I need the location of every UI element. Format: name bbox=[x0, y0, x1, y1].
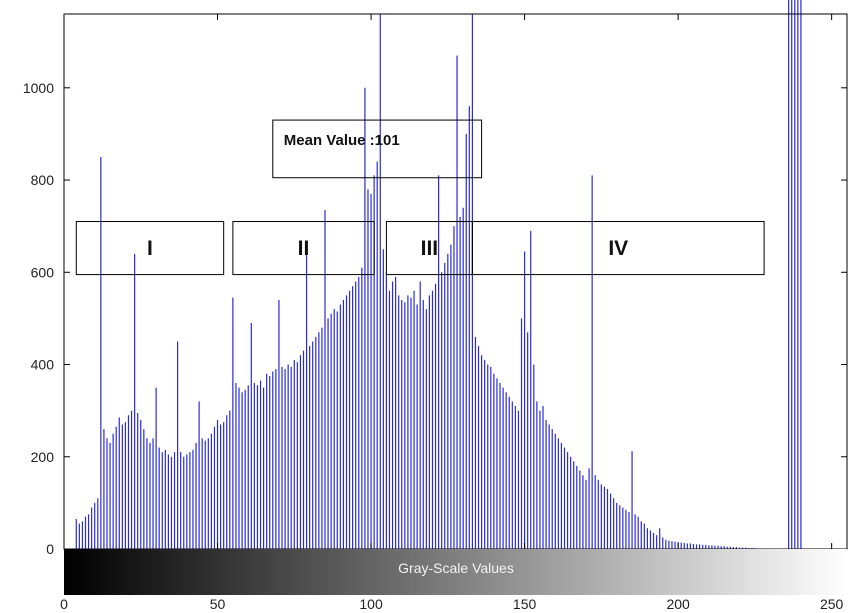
plot-frame bbox=[63, 13, 848, 550]
gray-scale-bar: Gray-Scale Values bbox=[64, 549, 847, 595]
region-label: II bbox=[298, 237, 310, 260]
histogram-bars bbox=[75, 0, 802, 549]
region-box bbox=[232, 221, 375, 276]
x-tick-label: 200 bbox=[666, 596, 690, 612]
gray-scale-label: Gray-Scale Values bbox=[398, 560, 514, 576]
x-tick-label: 50 bbox=[210, 596, 226, 612]
x-tick-label: 250 bbox=[820, 596, 844, 612]
x-tick-label: 100 bbox=[359, 596, 383, 612]
x-tick-label: 0 bbox=[60, 596, 68, 612]
y-tick-label: 600 bbox=[31, 264, 55, 280]
region-label: III bbox=[421, 237, 439, 260]
y-tick-label: 200 bbox=[31, 449, 55, 465]
y-tick-label: 0 bbox=[46, 541, 54, 557]
y-tick-label: 800 bbox=[31, 172, 55, 188]
region-box bbox=[471, 221, 765, 276]
region-box bbox=[75, 221, 225, 276]
mean-value-label: Mean Value :101 bbox=[284, 132, 400, 149]
y-tick-label: 400 bbox=[31, 357, 55, 373]
y-tick-label: 1000 bbox=[23, 80, 54, 96]
region-label: IV bbox=[608, 237, 628, 260]
x-tick-label: 150 bbox=[513, 596, 537, 612]
region-label: I bbox=[147, 237, 153, 260]
axes: 0 200 400 600 800 1000 0 50 100 150 200 250 bbox=[23, 14, 847, 612]
mean-value-box bbox=[272, 119, 483, 179]
